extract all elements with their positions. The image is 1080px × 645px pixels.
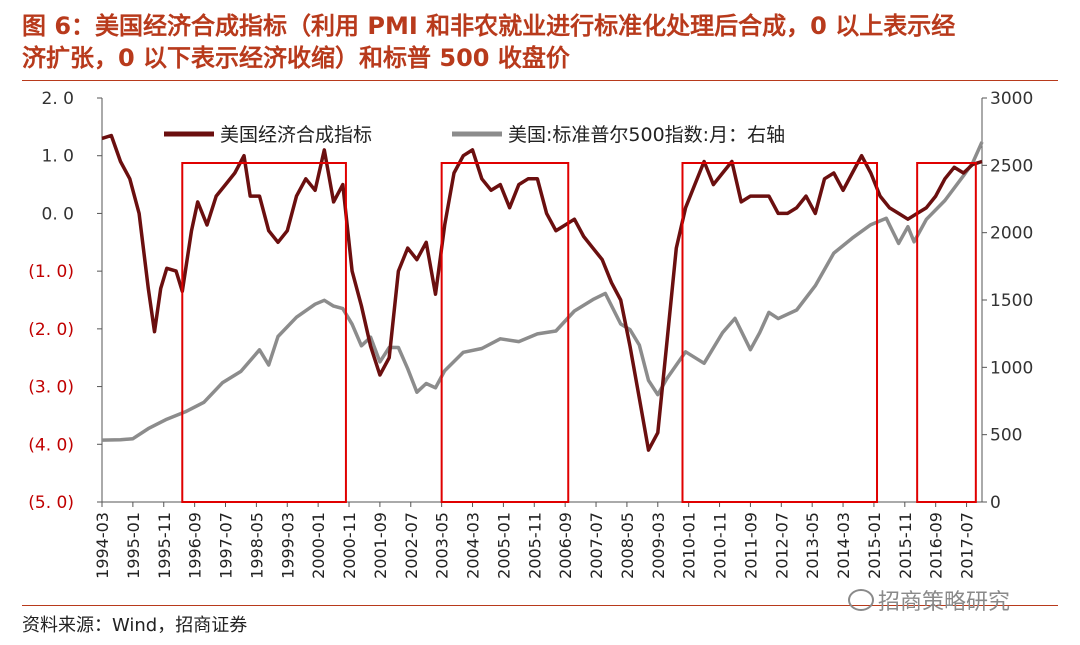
chart-title: 图 6：美国经济合成指标（利用 PMI 和非农就业进行标准化处理后合成，0 以上… xyxy=(22,10,1062,74)
x-tick-label: 2015-11 xyxy=(896,512,915,579)
x-tick-label: 1996-09 xyxy=(186,512,205,579)
x-tick-label: 1997-07 xyxy=(217,512,236,579)
right-tick-label: 0 xyxy=(990,493,1001,513)
x-tick-label: 2000-11 xyxy=(340,512,359,579)
x-tick-label: 2009-03 xyxy=(649,512,668,579)
chart-canvas: 2. 0 1. 0 0. 0 (1. 0) (2. 0) (3. 0) (4. 0) (5. … xyxy=(28,89,1033,579)
left-tick-label: (3. 0) xyxy=(28,378,74,398)
x-tick-label: 2007-07 xyxy=(587,512,606,579)
right-tick-label: 2000 xyxy=(990,224,1033,244)
x-tick-label: 2013-05 xyxy=(803,512,822,579)
right-tick-label: 3000 xyxy=(990,89,1033,109)
x-tick-label: 2001-09 xyxy=(371,512,390,579)
right-tick-label: 1500 xyxy=(990,291,1033,311)
x-tick-label: 2015-01 xyxy=(865,512,884,579)
x-tick-label: 2005-01 xyxy=(494,512,513,579)
x-tick-label: 2002-07 xyxy=(402,512,421,579)
left-tick-label: (4. 0) xyxy=(28,435,74,455)
x-tick-label: 2010-01 xyxy=(680,512,699,579)
chart-title-line-2: 济扩张，0 以下表示经济收缩）和标普 500 收盘价 xyxy=(22,44,570,72)
left-tick-label: 2. 0 xyxy=(42,89,74,109)
x-tick-label: 2017-07 xyxy=(958,512,977,579)
expansion-highlight-box xyxy=(681,162,879,503)
legend-label-composite: 美国经济合成指标 xyxy=(220,124,372,146)
left-tick-label: 1. 0 xyxy=(42,147,74,167)
x-tick-label: 2016-09 xyxy=(927,512,946,579)
x-tick-label: 2014-03 xyxy=(834,512,853,579)
left-tick-label: (2. 0) xyxy=(28,320,74,340)
legend-label-sp500: 美国:标准普尔500指数:月：右轴 xyxy=(508,124,785,146)
composite-index-line xyxy=(101,133,983,452)
x-tick-label: 1999-03 xyxy=(278,512,297,579)
left-tick-label: (1. 0) xyxy=(28,262,74,282)
title-divider xyxy=(22,80,1058,81)
x-tick-label: 2006-09 xyxy=(556,512,575,579)
x-tick-label: 1995-11 xyxy=(155,512,174,579)
x-tick-label: 2003-05 xyxy=(433,512,452,579)
x-tick-label: 1995-01 xyxy=(124,512,143,579)
x-tick-label: 2010-11 xyxy=(711,512,730,579)
x-tick-label: 2000-01 xyxy=(309,512,328,579)
expansion-highlight-box xyxy=(440,162,570,503)
x-tick-label: 2004-03 xyxy=(464,512,483,579)
expansion-highlight-box xyxy=(916,162,977,503)
source-note: 资料来源：Wind，招商证券 xyxy=(22,615,248,636)
watermark-text: 招商策略研究 xyxy=(878,590,1011,615)
right-tick-label: 1000 xyxy=(990,358,1033,378)
x-tick-label: 2012-07 xyxy=(772,512,791,579)
right-tick-label: 500 xyxy=(990,426,1022,446)
left-tick-label: (5. 0) xyxy=(28,493,74,513)
right-tick-label: 2500 xyxy=(990,156,1033,176)
sp500-line xyxy=(101,141,984,442)
left-tick-label: 0. 0 xyxy=(42,204,74,224)
x-tick-label: 1998-05 xyxy=(247,512,266,579)
wechat-icon xyxy=(848,589,874,611)
x-tick-label: 2011-09 xyxy=(741,512,760,579)
chart-title-line-1: 图 6：美国经济合成指标（利用 PMI 和非农就业进行标准化处理后合成，0 以上… xyxy=(22,12,956,40)
x-tick-label: 2005-11 xyxy=(525,512,544,579)
expansion-highlight-box xyxy=(181,162,347,503)
x-tick-label: 1994-03 xyxy=(93,512,112,579)
x-tick-label: 2008-05 xyxy=(618,512,637,579)
watermark: 招商策略研究 xyxy=(848,584,1010,616)
source-divider xyxy=(22,605,1058,606)
